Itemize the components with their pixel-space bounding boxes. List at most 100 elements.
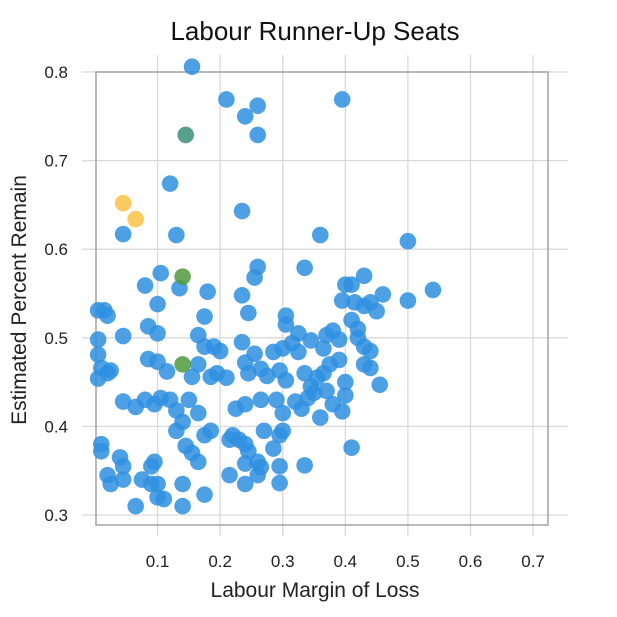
data-point-blue [255, 422, 273, 440]
data-point-blue [114, 327, 132, 345]
data-point-blue [236, 395, 254, 413]
data-point-blue [312, 409, 329, 426]
data-point-blue [330, 351, 348, 369]
data-point-blue [302, 332, 320, 349]
data-point-blue [174, 413, 191, 431]
data-point-blue [362, 359, 379, 377]
data-point-blue [399, 232, 417, 250]
x-tick-label: 0.1 [146, 552, 170, 571]
data-point-blue [371, 376, 389, 394]
data-point-blue [249, 466, 267, 484]
data-point-blue [92, 442, 110, 460]
data-point-blue [265, 440, 282, 457]
data-point-blue [189, 453, 207, 471]
data-point-blue [271, 457, 288, 475]
data-point-blue [362, 342, 379, 360]
data-point-blue [211, 342, 229, 360]
data-point-blue [290, 343, 307, 361]
data-point-blue [149, 325, 166, 342]
data-point-blue [236, 455, 254, 472]
y-tick-label: 0.8 [44, 63, 68, 82]
x-tick-label: 0.7 [521, 552, 545, 571]
data-point-blue [183, 368, 201, 386]
data-point-blue [114, 471, 132, 488]
data-point-blue [240, 304, 257, 322]
data-point-blue [102, 362, 119, 379]
data-point-blue [114, 225, 132, 243]
data-point-blue [399, 292, 417, 309]
data-point-blue [424, 281, 442, 299]
data-point-blue [89, 346, 107, 363]
data-point-blue [240, 442, 257, 460]
data-point-blue [146, 453, 163, 471]
data-point-olive [174, 268, 191, 285]
data-point-yellow [114, 194, 132, 212]
data-point-blue [333, 403, 351, 420]
data-point-yellow [127, 210, 144, 228]
data-point-blue [233, 202, 251, 220]
data-point-blue [180, 391, 198, 409]
data-point-blue [149, 295, 166, 313]
data-point-blue [199, 283, 216, 301]
x-tick-labels: 0.1 0.2 0.3 0.4 0.5 0.6 0.7 [146, 552, 545, 571]
data-point-blue [233, 286, 251, 304]
data-point-blue [246, 269, 263, 286]
data-point-blue [318, 382, 335, 400]
x-axis-label: Labour Margin of Loss [211, 579, 420, 602]
data-point-blue [174, 475, 191, 493]
data-point-blue [221, 431, 238, 448]
data-point-blue [89, 331, 107, 348]
data-point-blue [337, 373, 354, 391]
data-point-blue [274, 404, 292, 422]
data-point-blue [136, 277, 154, 294]
data-point-blue [236, 475, 254, 493]
data-point-blue [315, 340, 332, 357]
data-point-blue [330, 331, 348, 348]
data-point-blue [155, 490, 173, 508]
data-point-blue [99, 307, 116, 324]
y-tick-label: 0.4 [44, 417, 68, 436]
data-point-blue [240, 364, 257, 382]
data-point-blue [374, 286, 392, 303]
data-point-blue [202, 422, 220, 440]
data-point-blue [343, 276, 360, 293]
data-point-olive [174, 356, 191, 373]
data-point-blue [158, 363, 176, 380]
data-point-blue [296, 259, 313, 277]
data-point-blue [196, 486, 213, 503]
data-point-blue [290, 325, 307, 342]
data-point-blue [296, 457, 313, 474]
data-point-blue [233, 333, 251, 351]
data-point-blue [277, 316, 295, 333]
data-point-blue [189, 356, 207, 373]
data-point-blue [252, 391, 270, 409]
y-tick-label: 0.3 [44, 506, 68, 525]
data-points [89, 58, 442, 515]
data-point-blue [296, 364, 313, 382]
y-axis-label: Estimated Percent Remain [8, 175, 31, 425]
data-point-blue [271, 474, 288, 492]
data-point-blue [355, 267, 373, 285]
y-tick-label: 0.6 [44, 240, 68, 259]
data-point-blue [149, 475, 166, 493]
y-tick-label: 0.5 [44, 329, 68, 348]
data-point-teal [177, 126, 195, 144]
data-point-blue [312, 226, 329, 244]
data-point-blue [183, 58, 201, 75]
data-point-blue [189, 404, 207, 422]
data-point-blue [114, 457, 132, 475]
data-point-blue [218, 369, 235, 386]
data-point-blue [89, 370, 107, 387]
x-tick-label: 0.6 [459, 552, 483, 571]
data-point-blue [168, 226, 185, 244]
y-tick-label: 0.7 [44, 152, 68, 171]
data-point-blue [268, 391, 285, 409]
plot-frame [95, 71, 549, 526]
data-point-blue [258, 367, 276, 385]
data-point-blue [196, 308, 213, 325]
data-point-blue [277, 372, 295, 389]
data-point-blue [274, 422, 292, 440]
data-point-blue [218, 91, 235, 108]
x-tick-label: 0.2 [208, 552, 232, 571]
